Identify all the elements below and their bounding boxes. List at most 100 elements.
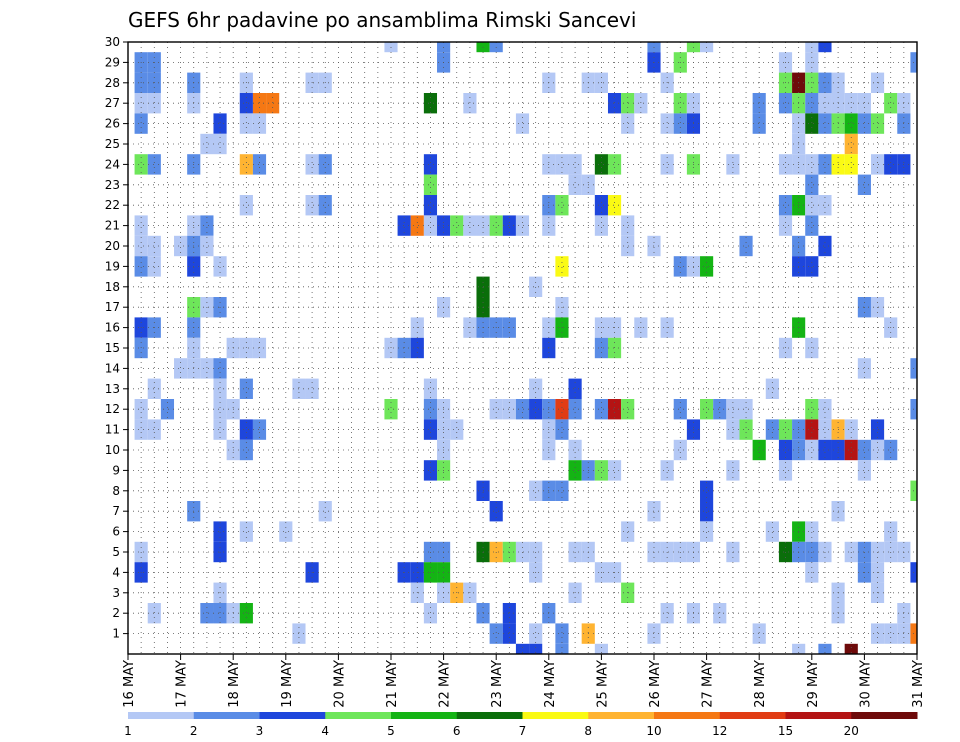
heatmap-cell: [147, 256, 161, 277]
heatmap-cell: [134, 113, 148, 134]
heatmap-cell: [200, 235, 214, 257]
heatmap-cell: [568, 154, 582, 175]
heatmap-cell: [134, 154, 148, 175]
heatmap-cell: [594, 215, 608, 236]
y-tick-label: 2: [112, 606, 120, 620]
heatmap-cell: [213, 399, 227, 420]
heatmap-cell: [515, 113, 530, 134]
heatmap-cell: [450, 215, 464, 236]
heatmap-cell: [857, 460, 871, 481]
heatmap-cell: [844, 154, 858, 175]
legend-swatch: [259, 712, 326, 719]
y-tick-label: 10: [105, 443, 120, 457]
heatmap-cell: [739, 235, 753, 257]
heatmap-cell: [818, 643, 832, 654]
heatmap-cell: [555, 643, 569, 654]
heatmap-cell: [239, 521, 253, 542]
heatmap-cell: [502, 603, 516, 624]
heatmap-cell: [660, 113, 674, 134]
y-tick-label: 8: [112, 484, 120, 498]
heatmap-cell: [713, 399, 727, 420]
x-tick-label: 25 MAY: [595, 660, 610, 708]
x-tick-label: 18 MAY: [227, 660, 242, 708]
heatmap-cell: [568, 378, 582, 399]
heatmap-cell: [134, 419, 148, 440]
x-tick-label: 22 MAY: [438, 660, 453, 708]
heatmap-cell: [450, 419, 464, 440]
heatmap-cell: [792, 643, 806, 654]
heatmap-cell: [252, 154, 267, 175]
heatmap-cell: [818, 154, 832, 175]
y-tick-label: 21: [105, 219, 120, 233]
heatmap-cell: [752, 113, 766, 134]
heatmap-cell: [147, 378, 161, 399]
heatmap-cell: [423, 174, 438, 195]
heatmap-cell: [239, 603, 253, 624]
x-tick-label: 17 MAY: [175, 660, 190, 708]
heatmap-cell: [266, 93, 280, 114]
x-tick-label: 20 MAY: [332, 660, 347, 708]
heatmap-cell: [870, 419, 885, 440]
legend-label: 7: [519, 724, 527, 738]
heatmap-cell: [726, 399, 740, 420]
heatmap-cell: [147, 235, 161, 257]
heatmap-cell: [239, 93, 253, 114]
heatmap-cell: [423, 603, 438, 624]
heatmap-cell: [568, 460, 582, 481]
y-tick-label: 30: [105, 35, 120, 49]
heatmap-cell: [870, 623, 885, 644]
legend-label: 6: [453, 724, 461, 738]
heatmap-cell: [200, 215, 214, 236]
heatmap-cell: [305, 195, 319, 216]
heatmap-cell: [818, 419, 832, 440]
heatmap-cell: [673, 399, 687, 420]
heatmap-cell: [147, 603, 161, 624]
heatmap-cell: [489, 623, 503, 644]
legend-swatch: [522, 712, 589, 719]
heatmap-cell: [529, 643, 543, 654]
heatmap-cell: [607, 460, 622, 481]
heatmap-cell: [607, 93, 622, 114]
heatmap-cell: [318, 195, 332, 216]
heatmap-cell: [844, 133, 858, 155]
heatmap-cell: [805, 256, 819, 277]
heatmap-cell: [857, 93, 871, 114]
heatmap-cell: [200, 603, 214, 624]
heatmap-cell: [621, 215, 635, 236]
heatmap-cell: [844, 419, 858, 440]
legend-swatch: [785, 712, 852, 719]
legend-swatch: [456, 712, 523, 719]
heatmap-cell: [778, 215, 793, 236]
heatmap-cell: [805, 215, 819, 236]
heatmap-cell: [134, 235, 148, 257]
legend-label: 20: [844, 724, 859, 738]
y-tick-label: 7: [112, 504, 120, 518]
y-tick-label: 24: [105, 157, 120, 171]
x-tick-label: 24 MAY: [543, 660, 558, 708]
legend-label: 5: [387, 724, 395, 738]
heatmap-cell: [660, 603, 674, 624]
y-tick-label: 27: [105, 96, 120, 110]
heatmap-cell: [555, 419, 569, 440]
heatmap-cell: [213, 378, 227, 399]
heatmap-cell: [502, 215, 516, 236]
legend-label: 15: [778, 724, 793, 738]
heatmap-cell: [805, 521, 819, 542]
heatmap-cell: [765, 521, 779, 542]
heatmap-cell: [239, 113, 253, 134]
heatmap-cell: [726, 154, 740, 175]
legend-label: 1: [124, 724, 132, 738]
heatmap-cell: [423, 460, 438, 481]
heatmap-cell: [515, 643, 530, 654]
heatmap-cell: [857, 358, 871, 379]
heatmap-cell: [252, 93, 267, 114]
heatmap-cell: [489, 215, 503, 236]
y-tick-label: 26: [105, 117, 120, 131]
color-legend: 1 2 3 4 5 6 7 8 10 12 15 20: [124, 712, 918, 738]
heatmap-cell: [134, 93, 148, 114]
heatmap-cell: [239, 378, 253, 399]
heatmap-cell: [397, 215, 411, 236]
x-tick-label: 28 MAY: [753, 660, 768, 708]
heatmap-cell: [607, 154, 622, 175]
